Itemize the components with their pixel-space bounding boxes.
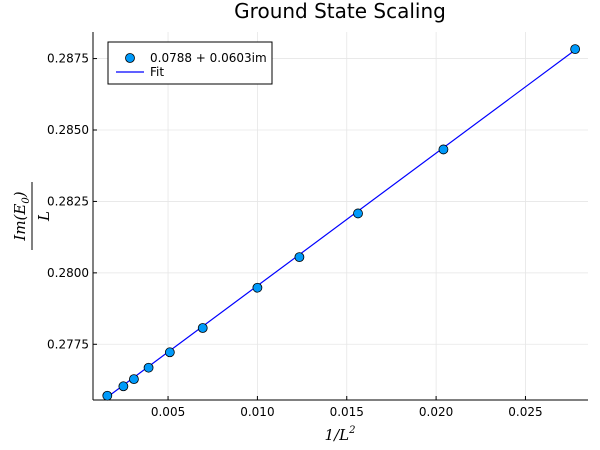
y-axis-label-close: ) xyxy=(11,191,29,198)
legend-label-scatter: 0.0788 + 0.0603im xyxy=(150,51,267,65)
y-axis-label: Im(E0) L xyxy=(11,182,53,250)
scatter-point xyxy=(294,252,305,263)
y-axis-label-denominator: L xyxy=(35,211,53,222)
scatter-point xyxy=(197,323,208,333)
scatter-point xyxy=(570,44,581,55)
legend-marker-scatter xyxy=(125,53,135,63)
scatter-point xyxy=(353,208,363,219)
legend-box xyxy=(107,41,273,85)
chart-title: Ground State Scaling xyxy=(234,0,446,23)
grid xyxy=(93,32,588,400)
axes xyxy=(92,32,588,401)
scatter-point xyxy=(129,374,139,385)
y-tick-label: 0.2850 xyxy=(47,123,89,137)
series-layer xyxy=(102,44,581,401)
y-ticks: 0.2775 0.2800 0.2825 0.2850 0.2875 xyxy=(47,52,97,351)
scatter-point xyxy=(252,282,263,293)
scatter-point xyxy=(102,390,113,401)
y-tick-label: 0.2800 xyxy=(47,266,89,280)
scatter-point xyxy=(118,381,129,392)
scatter-point xyxy=(143,362,154,373)
fit-line xyxy=(106,49,576,398)
x-axis-label-base: 1/L xyxy=(325,426,350,444)
y-axis-label-num-text: Im(E xyxy=(11,204,29,242)
y-axis-label-sub: 0 xyxy=(21,197,32,204)
y-axis-label-numerator: Im(E0) xyxy=(11,191,32,241)
legend-label-fit: Fit xyxy=(150,65,164,79)
scatter-point xyxy=(438,144,449,155)
x-tick-label: 0.010 xyxy=(240,405,274,419)
y-tick-label: 0.2875 xyxy=(47,52,89,66)
scatter-point xyxy=(164,347,175,358)
x-tick-label: 0.025 xyxy=(508,405,542,419)
y-tick-label: 0.2775 xyxy=(47,337,89,351)
x-tick-label: 0.005 xyxy=(151,405,185,419)
x-tick-label: 0.015 xyxy=(330,405,364,419)
x-ticks: 0.005 0.010 0.015 0.020 0.025 xyxy=(151,396,543,419)
legend: 0.0788 + 0.0603im Fit xyxy=(107,41,273,85)
x-axis-label: 1/L2 xyxy=(325,425,356,444)
x-tick-label: 0.020 xyxy=(419,405,453,419)
y-tick-label: 0.2825 xyxy=(47,194,89,208)
x-axis-label-sup: 2 xyxy=(348,425,355,436)
